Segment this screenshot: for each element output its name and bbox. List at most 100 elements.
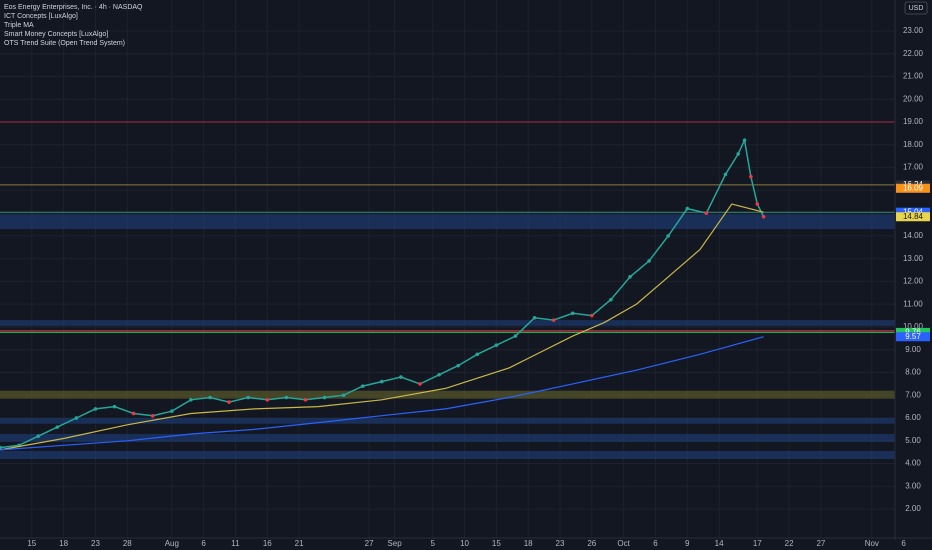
x-tick-label: 16 xyxy=(263,539,272,548)
x-tick-label: 6 xyxy=(653,539,658,548)
price-point xyxy=(0,445,2,450)
price-label-box xyxy=(896,212,930,222)
indicator[interactable]: ICT Concepts [LuxAlgo] xyxy=(4,13,78,20)
series-line xyxy=(0,203,764,451)
y-tick-label: 7.00 xyxy=(905,390,921,399)
price-label: 14.84 xyxy=(903,212,924,221)
x-tick-label: Sep xyxy=(387,539,402,548)
symbol-title: Eos Energy Enterprises, Inc. · 4h · NASD… xyxy=(4,4,143,11)
y-tick-label: 5.00 xyxy=(905,436,921,445)
plot-area xyxy=(0,0,895,538)
x-tick-label: 27 xyxy=(816,539,825,548)
price-point xyxy=(609,297,613,302)
price-point xyxy=(36,434,40,439)
zone xyxy=(0,433,895,442)
price-point xyxy=(131,411,136,416)
x-tick-label: 28 xyxy=(123,539,132,548)
price-label: 9.76 xyxy=(905,328,921,337)
zone xyxy=(0,451,895,459)
price-point xyxy=(456,363,460,368)
zone xyxy=(0,390,895,399)
price-point xyxy=(360,384,365,388)
y-tick-label: 4.00 xyxy=(905,459,921,468)
x-tick-label: 23 xyxy=(91,539,100,548)
y-tick-label: 19.00 xyxy=(903,117,924,126)
y-tick-label: 2.00 xyxy=(905,504,921,513)
series-line xyxy=(0,336,764,451)
y-tick-label: 9.00 xyxy=(905,345,921,354)
price-point xyxy=(380,379,384,384)
y-tick-label: 20.00 xyxy=(903,94,924,103)
price-point xyxy=(742,138,747,143)
price-point xyxy=(227,400,231,404)
price-point xyxy=(475,352,480,357)
price-point xyxy=(418,382,422,386)
y-tick-label: 12.00 xyxy=(903,277,924,286)
y-tick-label: 23.00 xyxy=(903,26,924,35)
price-point xyxy=(437,372,441,377)
indicator[interactable]: Smart Money Concepts [LuxAlgo] xyxy=(4,31,108,38)
price-point xyxy=(74,416,79,420)
price-point xyxy=(55,425,60,429)
x-tick-label: 18 xyxy=(524,539,533,548)
price-point xyxy=(685,206,690,211)
series-line xyxy=(0,137,765,449)
y-tick-label: 3.00 xyxy=(905,481,921,490)
legend: Eos Energy Enterprises, Inc. · 4h · NASD… xyxy=(4,4,143,47)
price-point xyxy=(755,202,760,206)
x-tick-label: 10 xyxy=(460,539,469,548)
y-tick-label: 10.00 xyxy=(903,322,924,331)
y-tick-label: 18.00 xyxy=(903,140,924,149)
price-point xyxy=(666,234,670,238)
price-point xyxy=(303,398,308,402)
price-point xyxy=(150,413,155,418)
price-label: 16.09 xyxy=(903,183,924,192)
x-tick-label: 18 xyxy=(59,539,68,548)
currency[interactable]: USD xyxy=(909,5,924,12)
price-point xyxy=(189,398,193,402)
y-tick-label: 13.00 xyxy=(903,254,924,263)
price-label-box xyxy=(896,207,930,217)
indicator[interactable]: Triple MA xyxy=(4,22,34,29)
x-tick-label: 5 xyxy=(431,539,436,548)
price-point xyxy=(341,393,346,398)
x-tick-label: 15 xyxy=(27,539,36,548)
price-label: 9.57 xyxy=(905,332,921,341)
price-point xyxy=(647,259,651,263)
x-tick-label: 11 xyxy=(231,539,240,548)
price-point xyxy=(532,316,537,320)
price-point xyxy=(761,214,766,219)
y-tick-label: 22.00 xyxy=(903,49,924,58)
price-point xyxy=(265,398,270,402)
price-point xyxy=(170,409,174,413)
x-tick-label: 15 xyxy=(492,539,501,548)
zone xyxy=(0,320,895,326)
currency-button[interactable] xyxy=(904,1,928,15)
price-label-box xyxy=(896,183,930,193)
zone xyxy=(0,418,895,424)
indicator[interactable]: OTS Trend Suite (Open Trend System) xyxy=(4,40,125,47)
y-tick-label: 17.00 xyxy=(903,163,924,172)
x-tick-label: 23 xyxy=(556,539,565,548)
y-tick-label: 8.00 xyxy=(905,368,921,377)
x-tick-label: Oct xyxy=(617,539,630,548)
x-tick-label: 22 xyxy=(785,539,794,548)
price-point xyxy=(749,174,753,179)
x-tick-label: Aug xyxy=(165,539,179,548)
x-tick-label: 21 xyxy=(295,539,304,548)
price-point xyxy=(513,334,518,338)
price-point xyxy=(590,313,594,318)
y-tick-label: 14.00 xyxy=(903,231,924,240)
price-point xyxy=(723,172,728,177)
price-point xyxy=(399,375,403,379)
price-point xyxy=(284,395,289,400)
x-tick-label: 9 xyxy=(685,539,690,548)
x-tick-label: 26 xyxy=(587,539,596,548)
price-label: 15.04 xyxy=(903,207,924,216)
price-point xyxy=(704,211,709,215)
y-tick-label: 6.00 xyxy=(905,413,921,422)
x-tick-label: 27 xyxy=(365,539,374,548)
